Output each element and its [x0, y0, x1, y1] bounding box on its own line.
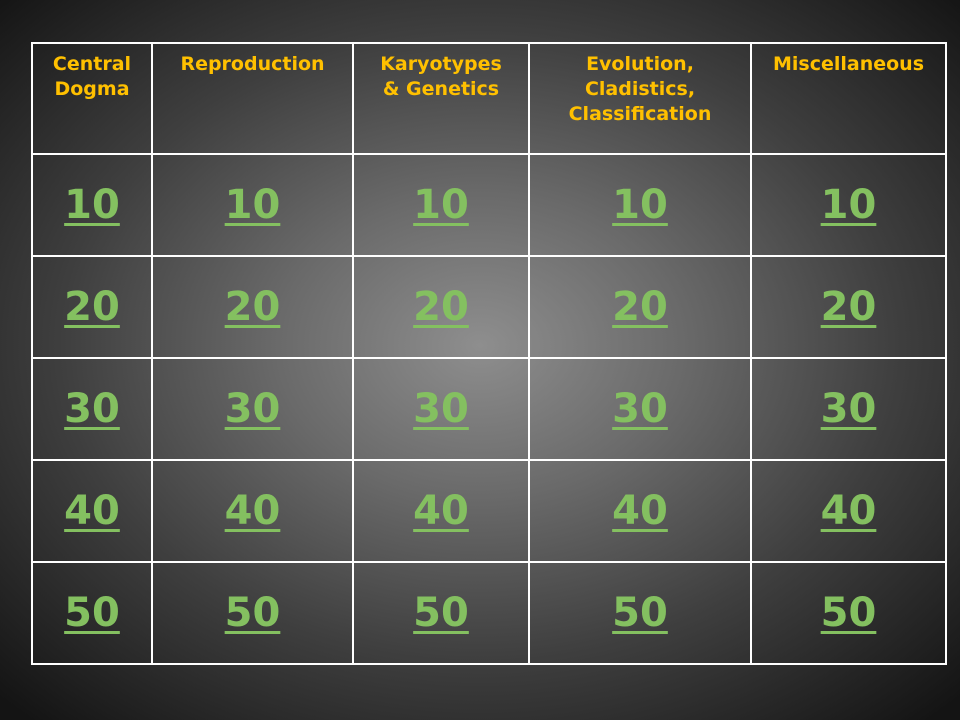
cell: 10 [528, 153, 752, 257]
question-link-karyotypes-20[interactable]: 20 [413, 284, 469, 330]
points-row-50: 50 50 50 50 50 [31, 561, 947, 665]
question-link-central-dogma-50[interactable]: 50 [64, 590, 120, 636]
question-link-reproduction-50[interactable]: 50 [224, 590, 281, 636]
question-link-miscellaneous-10[interactable]: 10 [820, 182, 877, 228]
question-link-miscellaneous-20[interactable]: 20 [820, 284, 877, 330]
question-link-karyotypes-30[interactable]: 30 [413, 386, 469, 432]
question-link-reproduction-10[interactable]: 10 [224, 182, 281, 228]
question-link-central-dogma-20[interactable]: 20 [64, 284, 120, 330]
cell: 50 [151, 561, 354, 665]
question-link-central-dogma-10[interactable]: 10 [64, 182, 120, 228]
question-link-karyotypes-50[interactable]: 50 [413, 590, 469, 636]
cell: 50 [352, 561, 530, 665]
jeopardy-board: Central Dogma Reproduction Karyotypes & … [31, 42, 947, 665]
cell: 10 [31, 153, 153, 257]
cell: 40 [151, 459, 354, 563]
question-link-central-dogma-40[interactable]: 40 [64, 488, 120, 534]
cell: 30 [151, 357, 354, 461]
points-row-30: 30 30 30 30 30 [31, 357, 947, 461]
category-header-row: Central Dogma Reproduction Karyotypes & … [31, 42, 947, 155]
question-link-evolution-20[interactable]: 20 [612, 284, 668, 330]
question-link-evolution-50[interactable]: 50 [612, 590, 668, 636]
question-link-evolution-40[interactable]: 40 [612, 488, 668, 534]
cell: 20 [352, 255, 530, 359]
category-miscellaneous: Miscellaneous [750, 42, 947, 155]
question-link-karyotypes-40[interactable]: 40 [413, 488, 469, 534]
points-row-20: 20 20 20 20 20 [31, 255, 947, 359]
cell: 40 [31, 459, 153, 563]
cell: 50 [750, 561, 947, 665]
question-link-miscellaneous-30[interactable]: 30 [820, 386, 877, 432]
points-row-40: 40 40 40 40 40 [31, 459, 947, 563]
cell: 40 [528, 459, 752, 563]
question-link-reproduction-20[interactable]: 20 [224, 284, 281, 330]
category-reproduction: Reproduction [151, 42, 354, 155]
cell: 20 [151, 255, 354, 359]
question-link-reproduction-40[interactable]: 40 [224, 488, 281, 534]
category-evolution-cladistics-classification: Evolution, Cladistics, Classification [528, 42, 752, 155]
question-link-evolution-30[interactable]: 30 [612, 386, 668, 432]
question-link-reproduction-30[interactable]: 30 [224, 386, 281, 432]
cell: 10 [750, 153, 947, 257]
cell: 10 [352, 153, 530, 257]
cell: 20 [31, 255, 153, 359]
cell: 30 [352, 357, 530, 461]
cell: 40 [352, 459, 530, 563]
cell: 20 [750, 255, 947, 359]
question-link-central-dogma-30[interactable]: 30 [64, 386, 120, 432]
cell: 20 [528, 255, 752, 359]
cell: 30 [750, 357, 947, 461]
cell: 40 [750, 459, 947, 563]
cell: 10 [151, 153, 354, 257]
cell: 30 [528, 357, 752, 461]
question-link-miscellaneous-40[interactable]: 40 [820, 488, 877, 534]
cell: 30 [31, 357, 153, 461]
question-link-miscellaneous-50[interactable]: 50 [820, 590, 877, 636]
category-central-dogma: Central Dogma [31, 42, 153, 155]
points-row-10: 10 10 10 10 10 [31, 153, 947, 257]
cell: 50 [31, 561, 153, 665]
category-karyotypes-genetics: Karyotypes & Genetics [352, 42, 530, 155]
question-link-karyotypes-10[interactable]: 10 [413, 182, 469, 228]
question-link-evolution-10[interactable]: 10 [612, 182, 668, 228]
cell: 50 [528, 561, 752, 665]
